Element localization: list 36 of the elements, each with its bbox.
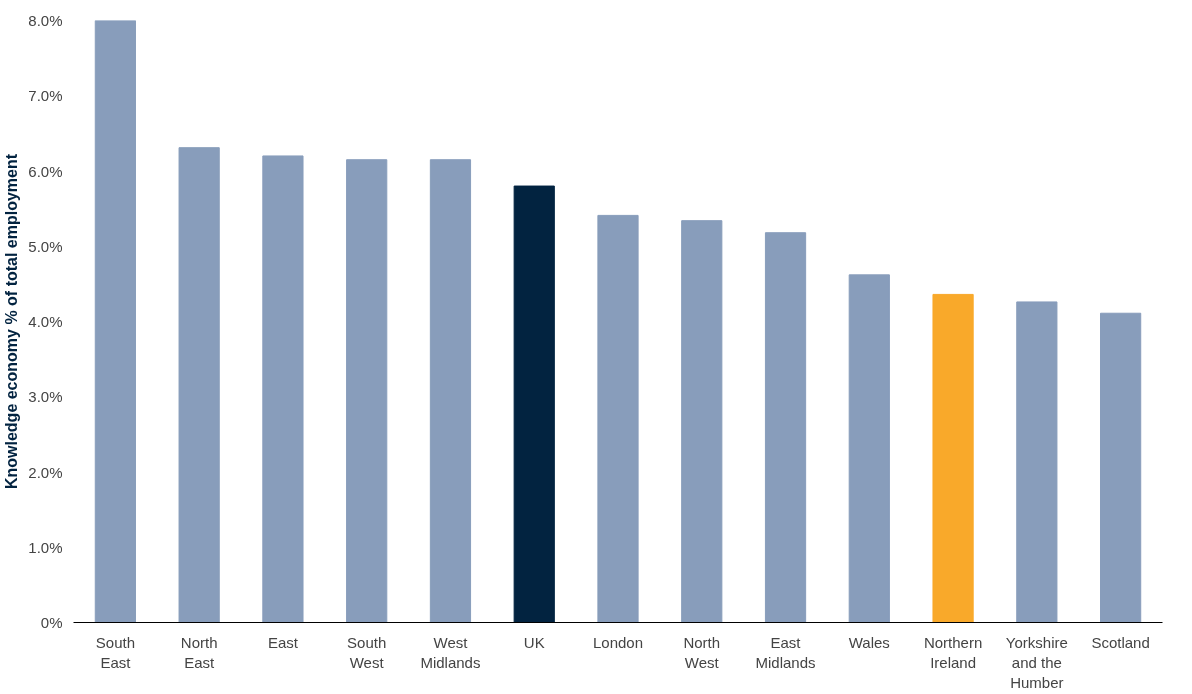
y-tick-label: 6.0% xyxy=(28,162,63,180)
bar xyxy=(1016,301,1058,623)
bar xyxy=(94,20,136,623)
bar xyxy=(429,159,472,623)
bar xyxy=(681,220,723,623)
y-tick-label: 2.0% xyxy=(28,463,63,481)
y-tick-label: 3.0% xyxy=(28,388,63,406)
x-tick-label: West Midlands xyxy=(420,633,481,671)
bar xyxy=(848,274,890,623)
x-tick-label: North East xyxy=(180,633,218,671)
y-tick-label: 0% xyxy=(40,614,63,631)
x-tick-label: Yorkshire and the Humber xyxy=(1005,633,1068,692)
y-tick-label: 8.0% xyxy=(28,12,63,29)
x-tick-label: Wales xyxy=(848,633,890,651)
x-tick-label: South West xyxy=(347,633,387,671)
bar xyxy=(346,159,388,623)
bar xyxy=(932,293,974,623)
bar xyxy=(513,185,555,623)
y-axis-title: Knowledge economy % of total employment xyxy=(3,153,21,490)
bar xyxy=(1100,312,1142,623)
bar xyxy=(262,155,304,623)
x-tick-label: Scotland xyxy=(1091,633,1150,651)
x-tick-label: UK xyxy=(523,633,545,651)
bar xyxy=(597,214,639,623)
x-tick-label: East Midlands xyxy=(755,633,816,671)
x-tick-label: London xyxy=(592,633,644,651)
bar xyxy=(764,232,807,623)
x-tick-label: South East xyxy=(95,633,135,671)
x-tick-label: Northern Ireland xyxy=(923,633,983,671)
bar xyxy=(178,147,220,623)
y-tick-label: 5.0% xyxy=(28,237,63,255)
y-tick-label: 4.0% xyxy=(28,313,63,330)
y-tick-label: 1.0% xyxy=(28,538,63,556)
x-tick-label: East xyxy=(267,633,299,651)
x-tick-label: North West xyxy=(683,633,721,671)
y-tick-label: 7.0% xyxy=(28,87,63,105)
